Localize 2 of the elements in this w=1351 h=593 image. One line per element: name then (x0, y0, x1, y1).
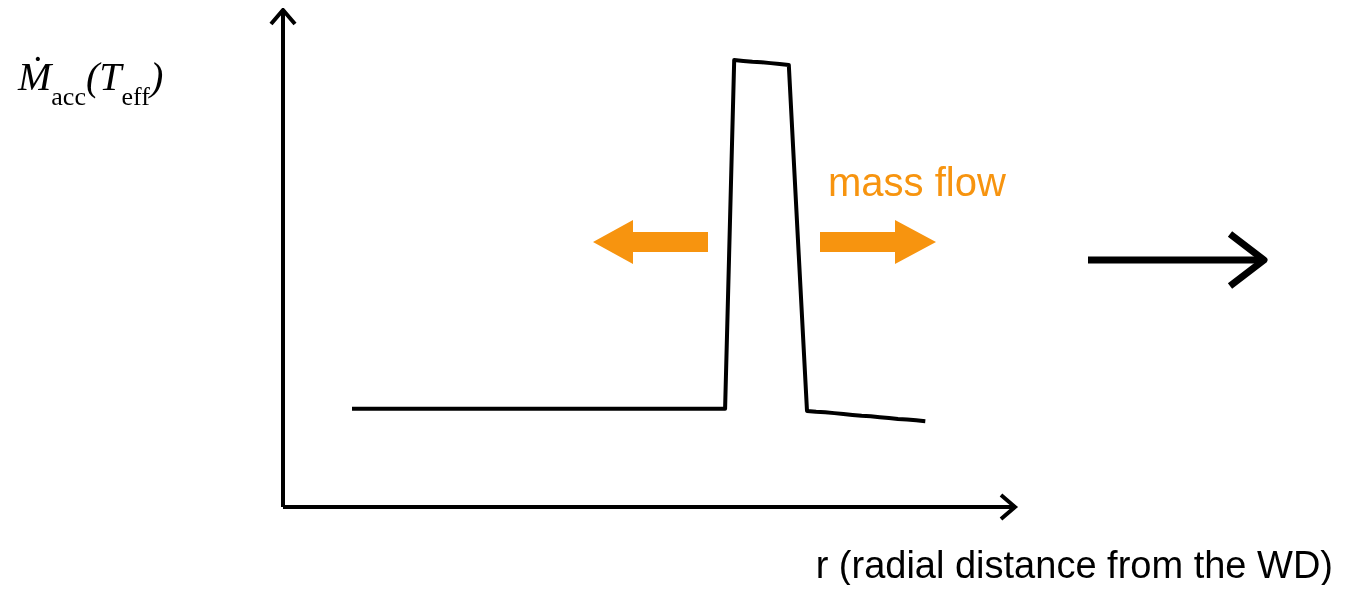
y-axis-title: Ṁ$_{acc}$(T$_{eff}$) (17, 54, 164, 111)
annotation: mass flow (828, 160, 1006, 204)
